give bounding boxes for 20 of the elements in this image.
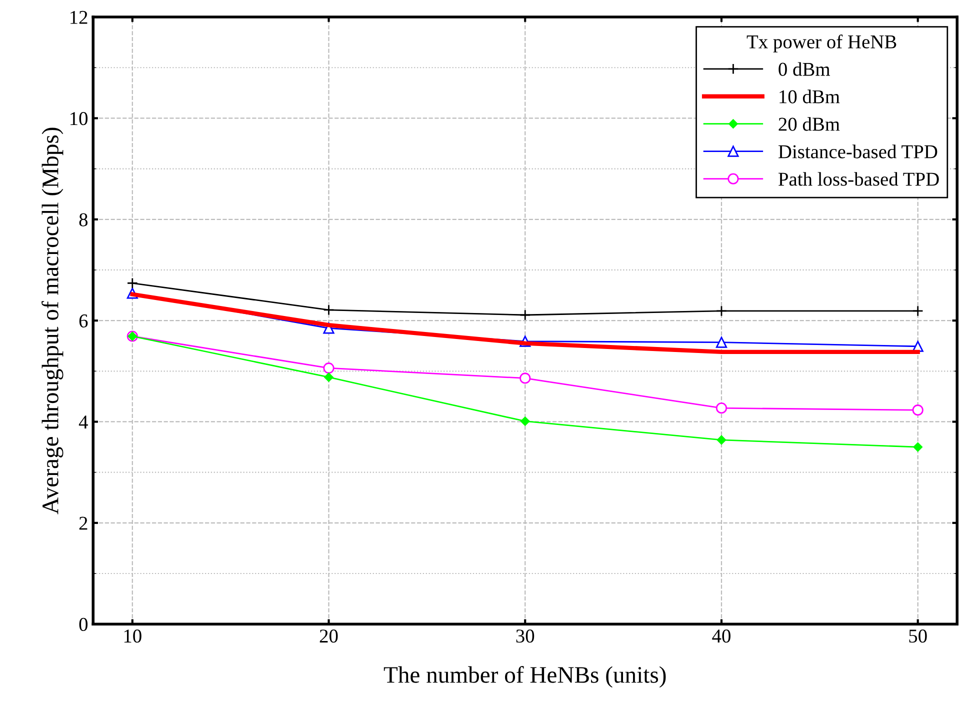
x-tick-label: 50: [909, 630, 927, 643]
legend-label: 20 dBm: [778, 117, 840, 131]
y-axis-title: Average throughput of macrocell (Mbps): [42, 128, 64, 514]
y-tick-label: 6: [79, 314, 88, 328]
legend-label: 0 dBm: [778, 62, 830, 76]
x-tick-label: 20: [320, 630, 338, 643]
y-tick-label: 12: [70, 10, 88, 24]
legend-title: Tx power of HeNB: [746, 34, 896, 52]
x-tick-label: 10: [124, 630, 142, 643]
legend-label: Distance-based TPD: [778, 144, 938, 158]
x-tick-label: 30: [516, 630, 534, 643]
y-tick-label: 2: [79, 516, 88, 530]
x-axis-title: The number of HeNBs (units): [384, 666, 666, 688]
legend-label: 10 dBm: [780, 90, 840, 104]
y-tick-label: 0: [79, 618, 88, 632]
y-tick-label: 10: [70, 112, 88, 126]
legend-label: Path loss-based TPD: [778, 172, 939, 186]
x-tick-label: 40: [712, 630, 730, 643]
y-tick-label: 8: [79, 213, 88, 226]
y-tick-label: 4: [78, 416, 88, 428]
